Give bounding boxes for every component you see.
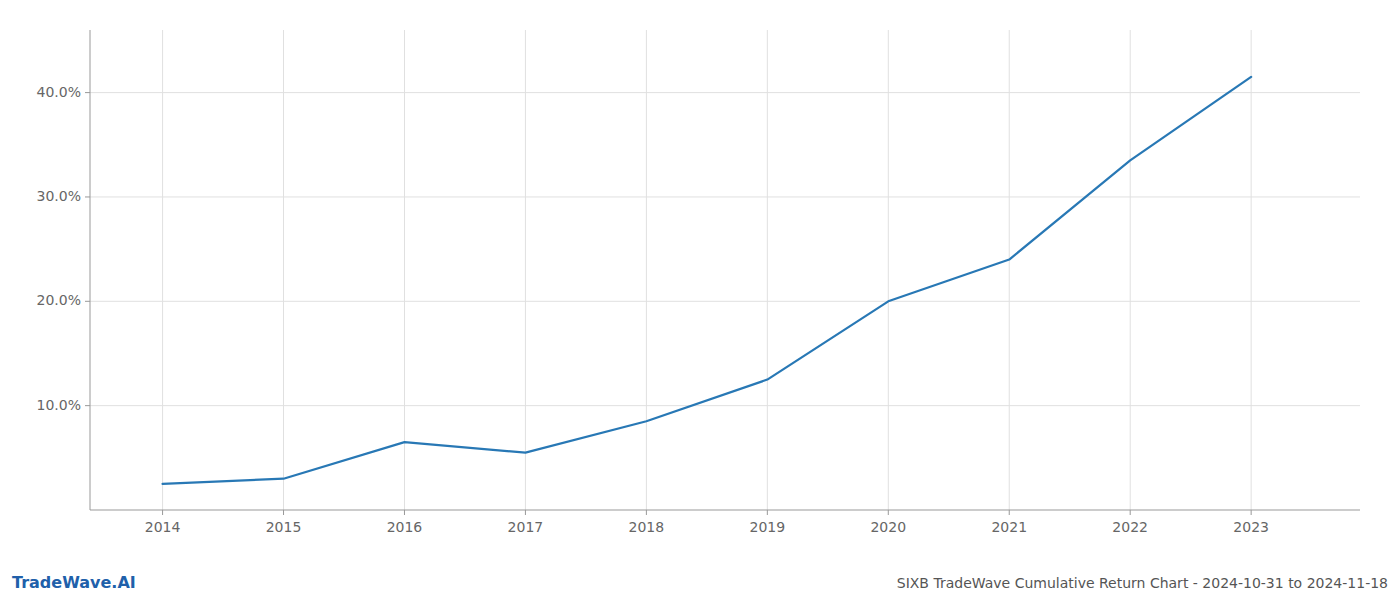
- y-grid-line: [90, 405, 1360, 406]
- grid: [90, 30, 1360, 510]
- y-axis-line: [90, 30, 91, 510]
- y-tick-label: 30.0%: [37, 188, 81, 204]
- x-tick-label: 2016: [387, 519, 423, 535]
- x-tick-label: 2019: [750, 519, 786, 535]
- y-grid-line: [90, 196, 1360, 197]
- x-grid-line: [1009, 30, 1010, 510]
- x-grid-line: [404, 30, 405, 510]
- x-grid-line: [1251, 30, 1252, 510]
- x-tick: [646, 510, 647, 515]
- x-grid-line: [646, 30, 647, 510]
- x-tick: [1130, 510, 1131, 515]
- x-tick-label: 2021: [991, 519, 1027, 535]
- x-tick: [888, 510, 889, 515]
- x-tick: [162, 510, 163, 515]
- x-tick: [283, 510, 284, 515]
- x-tick: [525, 510, 526, 515]
- texts: SIXB TradeWave Cumulative Return Chart -…: [12, 573, 1388, 592]
- y-tick: [85, 196, 90, 197]
- x-grid-line: [162, 30, 163, 510]
- y-tick: [85, 92, 90, 93]
- x-tick: [1009, 510, 1010, 515]
- x-grid-line: [283, 30, 284, 510]
- axes: 10.0% 20.0% 30.0% 40.0% 2014 2015 2016 2017 2018…: [37, 30, 1360, 535]
- y-tick-label: 10.0%: [37, 397, 81, 413]
- x-grid-line: [767, 30, 768, 510]
- y-grid-line: [90, 92, 1360, 93]
- x-tick: [404, 510, 405, 515]
- x-grid-line: [525, 30, 526, 510]
- x-tick-label: 2023: [1233, 519, 1269, 535]
- x-tick: [1251, 510, 1252, 515]
- x-grid-line: [1130, 30, 1131, 510]
- y-tick: [85, 301, 90, 302]
- x-grid-line: [888, 30, 889, 510]
- x-tick: [767, 510, 768, 515]
- x-tick-label: 2020: [870, 519, 906, 535]
- y-tick-label: 20.0%: [37, 292, 81, 308]
- chart-container: 10.0% 20.0% 30.0% 40.0% 2014 2015 2016 2017 2018…: [0, 0, 1400, 600]
- line: [163, 77, 1252, 484]
- x-tick-label: 2014: [145, 519, 181, 535]
- x-tick-label: 2017: [508, 519, 544, 535]
- x-tick-label: 2022: [1112, 519, 1148, 535]
- watermark: TradeWave.AI: [12, 573, 136, 592]
- title: SIXB TradeWave Cumulative Return Chart -…: [897, 575, 1388, 591]
- x-tick-label: 2018: [629, 519, 665, 535]
- x-axis-line: [90, 510, 1360, 511]
- plot-area: [163, 77, 1252, 484]
- chart-svg: 10.0% 20.0% 30.0% 40.0% 2014 2015 2016 2017 2018…: [0, 0, 1400, 600]
- x-tick-label: 2015: [266, 519, 302, 535]
- y-tick-label: 40.0%: [37, 84, 81, 100]
- y-grid-line: [90, 301, 1360, 302]
- y-tick: [85, 405, 90, 406]
- background: [0, 0, 1400, 600]
